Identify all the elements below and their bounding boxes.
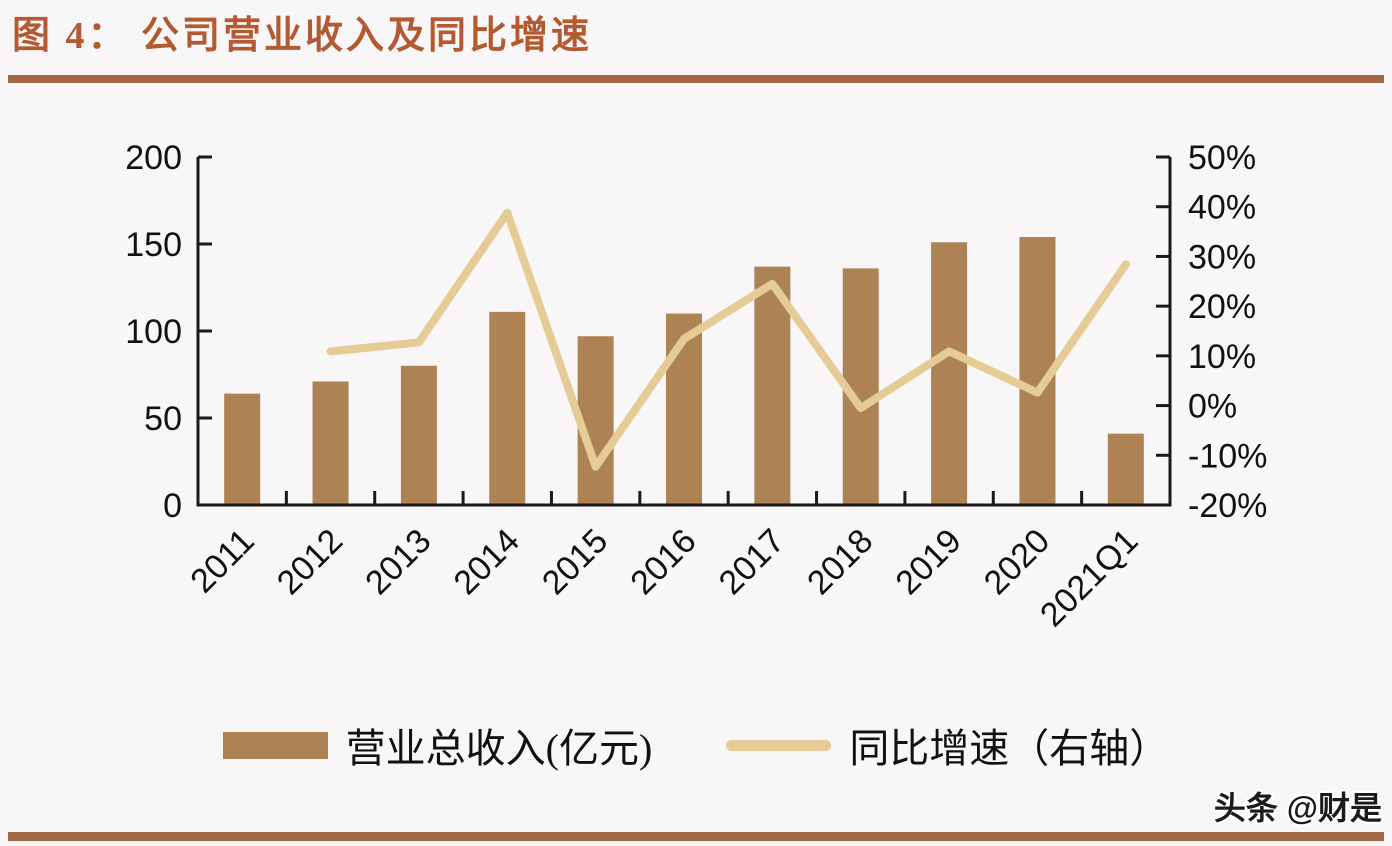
legend-bar-label: 营业总收入(亿元) [345,726,653,771]
chart-title: 图 4： 公司营业收入及同比增速 [12,15,593,57]
y-right-tick-label: 50% [1188,139,1256,177]
bar-2013 [400,365,437,505]
top-divider [8,75,1384,83]
y-right-tick-label: 10% [1188,338,1256,376]
growth-line-series [326,208,1130,471]
y-right-tick-label: 0% [1188,388,1237,426]
legend-item-revenue: 营业总收入(亿元) [222,716,653,774]
x-tick-label: 2018 [800,522,880,602]
axes [196,155,1172,507]
x-tick-label: 2020 [977,522,1057,602]
watermark: 头条 @财是 [1213,790,1382,826]
bar-2014 [489,311,526,505]
x-tick-label: 2011 [183,522,262,601]
y-left-tick-label: 100 [125,313,182,351]
bar-2012 [312,381,349,505]
revenue-bars-series [224,237,1144,506]
bar-2011 [224,393,261,505]
bar-2021Q1 [1107,433,1144,505]
x-tick-label: 2012 [270,522,350,602]
legend-item-growth: 同比增速（右轴） [726,716,1169,774]
bottom-divider [8,832,1384,841]
legend-line-swatch-icon [726,739,832,751]
y-left-tick-label: 50 [144,400,182,438]
bar-2019 [931,242,968,505]
growth-line [326,208,1130,471]
y-right-tick-label: -20% [1188,487,1267,525]
x-tick-label: 2014 [447,522,527,602]
legend-bar-swatch-icon [222,731,328,759]
y-left-tick-label: 200 [125,139,182,177]
y-right-tick-label: 30% [1188,238,1256,276]
x-tick-label: 2019 [888,522,968,602]
x-tick-label: 2013 [358,522,438,602]
y-left-tick-label: 0 [163,487,182,525]
y-right-tick-label: 40% [1188,189,1256,227]
y-right-tick-label: 20% [1188,288,1256,326]
chart-legend: 营业总收入(亿元) 同比增速（右轴） [0,716,1392,774]
y-left-tick-label: 150 [125,226,182,264]
y-right-tick-label: -10% [1188,437,1267,475]
x-tick-label: 2021Q1 [1033,522,1145,634]
x-tick-label: 2017 [712,522,792,602]
x-tick-label: 2016 [623,522,703,602]
x-tick-label: 2015 [535,522,615,602]
legend-line-label: 同比增速（右轴） [849,726,1170,771]
